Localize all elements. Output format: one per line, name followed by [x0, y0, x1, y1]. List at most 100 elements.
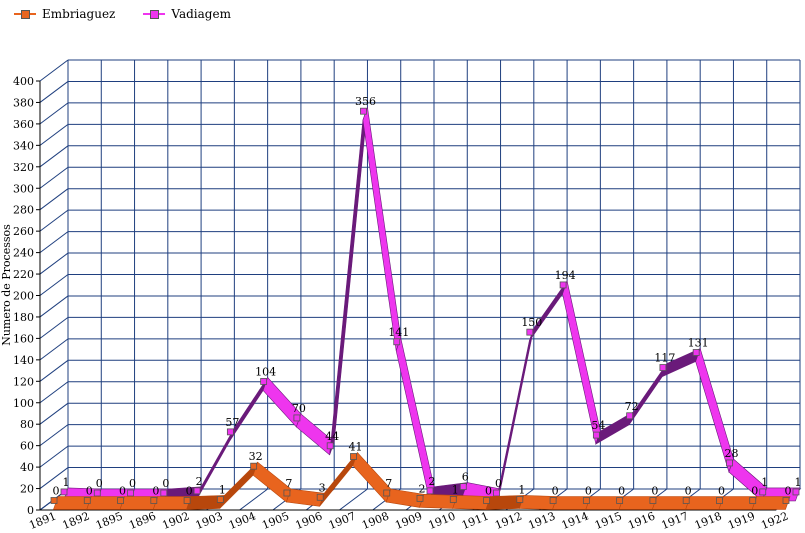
data-label: 0 — [651, 485, 658, 498]
data-label: 7 — [385, 477, 392, 490]
data-label: 0 — [53, 485, 60, 498]
data-label: 72 — [625, 400, 639, 413]
data-point — [792, 488, 800, 496]
gridline-sidewall — [39, 381, 69, 404]
data-point — [283, 489, 291, 497]
legend-item: Vadiagem — [143, 7, 231, 21]
data-point — [749, 497, 757, 504]
data-point — [692, 349, 700, 356]
data-label: 0 — [585, 485, 592, 498]
data-label: 2 — [196, 475, 203, 488]
gridline-sidewall — [39, 274, 69, 296]
y-tick-label: 320 — [13, 161, 34, 174]
data-label: 104 — [255, 365, 276, 378]
data-point — [582, 497, 590, 504]
y-axis-title: Numero de Processos — [0, 224, 13, 346]
data-point — [659, 364, 667, 371]
x-tick-label: 1914 — [560, 509, 591, 532]
y-tick-label: 0 — [27, 504, 34, 517]
data-point — [626, 412, 634, 420]
x-tick-label: 1917 — [659, 509, 690, 532]
data-label: 41 — [348, 441, 362, 454]
data-label: 150 — [521, 316, 542, 329]
data-label: 141 — [388, 326, 409, 339]
x-tick-label: 1905 — [260, 509, 291, 532]
data-label: 0 — [162, 477, 169, 490]
data-label: 0 — [152, 485, 159, 498]
data-point — [50, 497, 58, 504]
y-tick-label: 240 — [13, 247, 34, 260]
x-tick-label: 1913 — [526, 509, 557, 532]
data-label: 0 — [485, 485, 492, 498]
data-label: 70 — [292, 402, 306, 415]
x-tick-label: 1908 — [360, 509, 391, 532]
data-point — [383, 489, 391, 497]
x-tick-label: 1911 — [460, 509, 491, 532]
data-label: 0 — [129, 477, 136, 490]
y-tick-label: 80 — [20, 418, 34, 431]
gridline-sidewall — [39, 81, 69, 103]
data-point — [127, 489, 134, 497]
gridline-sidewall — [39, 123, 69, 146]
data-label: 0 — [495, 477, 502, 490]
x-tick-label: 1915 — [593, 509, 624, 532]
data-label: 1 — [761, 476, 768, 489]
x-tick-label: 1916 — [626, 509, 657, 532]
data-label: 117 — [654, 352, 675, 365]
gridline-sidewall — [39, 209, 69, 232]
data-point — [83, 497, 91, 504]
data-label: 44 — [325, 430, 339, 443]
y-tick-label: 360 — [13, 118, 34, 131]
y-tick-label: 340 — [13, 139, 34, 152]
data-label: 0 — [119, 485, 126, 498]
series-segment — [751, 496, 791, 510]
gridline-sidewall — [39, 402, 69, 425]
data-label: 7 — [285, 477, 292, 490]
data-point — [117, 497, 124, 504]
data-label: 3 — [319, 481, 326, 494]
data-label: 0 — [186, 485, 193, 498]
data-label: 1 — [452, 483, 459, 496]
data-point — [360, 107, 367, 115]
gridline-floor — [339, 488, 368, 511]
x-tick-label: 1919 — [726, 509, 757, 532]
gridline-sidewall — [39, 59, 69, 82]
series-segment — [528, 280, 568, 342]
y-tick-label: 300 — [13, 182, 34, 195]
y-tick-label: 160 — [13, 332, 34, 345]
y-tick-label: 20 — [20, 483, 34, 496]
data-point — [559, 281, 567, 289]
data-label: 0 — [96, 477, 103, 490]
gridline-sidewall — [39, 445, 69, 468]
y-tick-label: 280 — [13, 204, 34, 217]
y-tick-label: 100 — [13, 397, 34, 410]
data-point — [726, 459, 733, 467]
gridline-sidewall — [39, 316, 69, 339]
data-point — [616, 497, 624, 504]
data-label: 32 — [249, 450, 263, 463]
data-point — [193, 487, 201, 495]
y-tick-label: 40 — [20, 461, 34, 474]
legend-item: Embriaguez — [14, 7, 115, 21]
data-point — [716, 497, 723, 504]
data-point — [592, 431, 600, 439]
x-tick-label: 1892 — [61, 509, 92, 532]
data-label: 1 — [63, 476, 70, 489]
data-label: 6 — [462, 471, 469, 484]
y-tick-label: 200 — [13, 290, 34, 303]
data-point — [60, 488, 68, 496]
data-point — [416, 494, 424, 502]
gridline-sidewall — [39, 467, 69, 489]
x-tick-label: 1895 — [94, 509, 125, 532]
y-tick-label: 60 — [20, 440, 34, 453]
gridline-sidewall — [39, 338, 69, 361]
data-point — [493, 489, 500, 497]
data-point — [216, 496, 224, 503]
x-tick-label: 1918 — [693, 509, 724, 532]
data-point — [93, 489, 101, 497]
data-point — [449, 496, 457, 503]
x-tick-label: 1912 — [493, 509, 524, 532]
series-segment — [628, 363, 668, 425]
